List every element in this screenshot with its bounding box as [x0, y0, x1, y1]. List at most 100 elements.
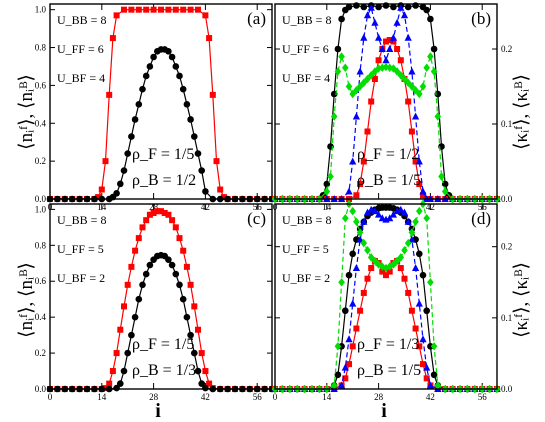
data-point	[191, 133, 198, 140]
data-point	[408, 67, 416, 75]
data-point	[412, 325, 419, 332]
y-tick-label: 0.2	[501, 242, 512, 252]
data-point	[386, 268, 393, 275]
density-label: ρ_B = 1/3	[132, 362, 196, 379]
data-point	[146, 63, 154, 70]
data-point	[363, 11, 372, 19]
data-point	[368, 98, 375, 105]
data-point	[408, 235, 416, 243]
data-point	[338, 381, 346, 389]
data-point	[430, 67, 438, 76]
data-point	[423, 6, 431, 14]
data-point	[415, 157, 423, 165]
data-point	[389, 210, 397, 218]
data-point	[165, 211, 172, 218]
data-point	[405, 289, 412, 296]
data-point	[338, 52, 345, 61]
data-point	[206, 380, 213, 387]
plot-frame	[274, 203, 498, 390]
data-point	[323, 187, 331, 196]
data-point	[102, 158, 109, 165]
density-label: ρ_B = 1/5	[357, 362, 421, 379]
data-point	[379, 63, 386, 72]
data-point	[169, 217, 176, 224]
data-point	[352, 264, 360, 272]
x-tick-label: 0	[48, 392, 53, 402]
parameter-label: U_FF = 6	[282, 42, 329, 56]
data-point	[106, 91, 113, 98]
parameter-label: U_BB = 8	[57, 213, 106, 227]
data-point	[368, 265, 375, 272]
data-point	[412, 158, 419, 165]
data-point	[379, 268, 386, 275]
parameter-label: U_FF = 6	[57, 42, 104, 56]
data-point	[353, 2, 360, 9]
data-point	[382, 56, 390, 64]
data-point	[131, 116, 139, 123]
data-point	[353, 192, 360, 199]
data-point	[400, 208, 409, 216]
panel-label: (d)	[471, 209, 491, 228]
data-point	[371, 67, 379, 76]
data-point	[416, 250, 423, 258]
panel-label: (c)	[247, 209, 266, 228]
data-point	[146, 211, 153, 218]
data-point	[382, 2, 390, 9]
data-point	[412, 112, 420, 120]
data-point	[397, 57, 404, 64]
data-point	[195, 326, 201, 333]
data-point	[120, 167, 128, 174]
data-point	[427, 15, 434, 23]
data-point	[121, 303, 127, 310]
data-point	[423, 363, 431, 371]
data-point	[353, 325, 360, 332]
data-point	[360, 33, 368, 41]
data-point	[113, 12, 120, 19]
data-point	[117, 180, 124, 188]
data-point	[198, 167, 205, 174]
density-label: ρ_B = 1/2	[132, 172, 196, 189]
data-point	[202, 12, 209, 19]
data-point	[434, 112, 442, 121]
data-point	[161, 209, 168, 216]
data-point	[367, 3, 375, 11]
data-point	[195, 6, 201, 13]
data-point	[415, 299, 423, 307]
data-point	[132, 247, 139, 254]
data-point	[183, 263, 190, 270]
data-point	[393, 67, 401, 76]
data-point	[202, 384, 209, 392]
data-point	[353, 86, 360, 95]
data-point	[397, 253, 405, 262]
data-point	[349, 343, 356, 350]
data-point	[408, 82, 416, 91]
data-point	[187, 281, 194, 288]
data-point	[213, 158, 220, 165]
data-point	[131, 313, 139, 321]
data-point	[168, 261, 176, 269]
left-ylabel-bottom: ⟨nᵢᶠ⟩, ⟨nᵢᴮ⟩	[16, 262, 37, 338]
parameter-label: U_BF = 2	[282, 271, 330, 285]
data-point	[139, 281, 146, 289]
x-tick-label: 56	[478, 392, 488, 402]
data-point	[179, 85, 187, 93]
parameter-label: U_BB = 8	[57, 13, 106, 27]
data-point	[191, 349, 198, 357]
data-point	[427, 52, 434, 61]
data-point	[330, 381, 338, 390]
y-tick-label: 0.1	[501, 313, 512, 323]
data-point	[176, 72, 183, 80]
data-point	[423, 375, 430, 382]
data-point	[441, 187, 449, 196]
data-point	[360, 158, 367, 165]
data-point	[194, 150, 202, 157]
density-label: ρ_B = 1/5	[357, 172, 421, 189]
data-point	[416, 89, 423, 99]
series-line	[50, 9, 272, 200]
x-tick-label: 28	[374, 392, 384, 402]
data-point	[427, 343, 434, 350]
data-point	[375, 3, 382, 11]
data-point	[338, 278, 345, 287]
